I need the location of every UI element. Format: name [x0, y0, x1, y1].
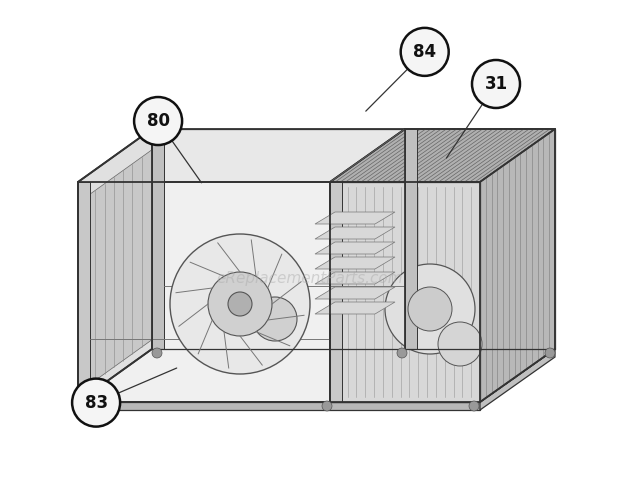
Circle shape: [385, 264, 475, 354]
Polygon shape: [315, 227, 395, 239]
Circle shape: [322, 401, 332, 411]
Polygon shape: [315, 212, 395, 224]
Circle shape: [208, 272, 272, 336]
Circle shape: [438, 322, 482, 366]
Circle shape: [408, 287, 452, 331]
Text: 83: 83: [84, 394, 108, 412]
Polygon shape: [330, 182, 480, 402]
Polygon shape: [315, 272, 395, 284]
Text: eReplacementParts.com: eReplacementParts.com: [216, 272, 404, 287]
Polygon shape: [78, 182, 90, 402]
Circle shape: [397, 348, 407, 358]
Polygon shape: [330, 129, 555, 182]
Polygon shape: [78, 349, 405, 402]
Circle shape: [469, 401, 479, 411]
Circle shape: [134, 97, 182, 145]
Polygon shape: [78, 182, 330, 402]
Circle shape: [401, 28, 449, 76]
Polygon shape: [405, 129, 417, 349]
Polygon shape: [315, 242, 395, 254]
Text: 80: 80: [146, 112, 170, 130]
Circle shape: [228, 292, 252, 316]
Polygon shape: [86, 144, 160, 387]
Text: 31: 31: [484, 75, 508, 93]
Circle shape: [72, 378, 120, 427]
Polygon shape: [315, 302, 395, 314]
Polygon shape: [330, 349, 555, 402]
Polygon shape: [330, 182, 480, 402]
Circle shape: [152, 348, 162, 358]
Polygon shape: [78, 402, 480, 410]
Circle shape: [545, 348, 555, 358]
Polygon shape: [152, 129, 164, 349]
Polygon shape: [152, 129, 405, 349]
Polygon shape: [405, 129, 555, 349]
Polygon shape: [315, 257, 395, 269]
Polygon shape: [330, 182, 342, 402]
Circle shape: [170, 234, 310, 374]
Circle shape: [79, 401, 89, 411]
Polygon shape: [78, 129, 152, 402]
Text: 84: 84: [413, 43, 436, 61]
Circle shape: [472, 60, 520, 108]
Polygon shape: [78, 349, 555, 402]
Polygon shape: [480, 129, 555, 402]
Polygon shape: [480, 129, 555, 402]
Circle shape: [253, 297, 297, 341]
Polygon shape: [480, 349, 555, 410]
Polygon shape: [315, 287, 395, 299]
